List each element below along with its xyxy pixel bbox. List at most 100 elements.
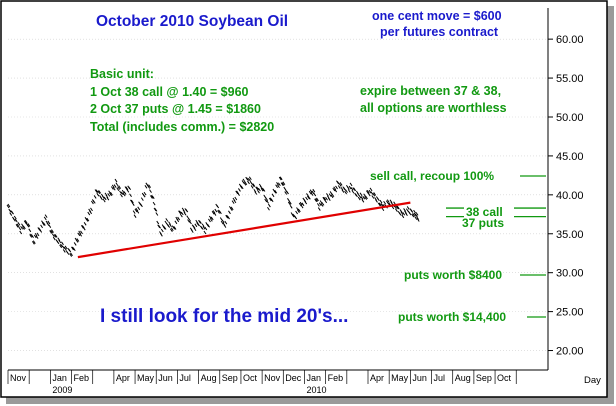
price-bar: [368, 189, 372, 194]
price-bar: [248, 176, 252, 180]
price-bar: [170, 227, 174, 232]
price-bar: [251, 183, 255, 187]
price-bar: [357, 196, 361, 201]
price-bar: [176, 218, 180, 223]
price-bar: [72, 247, 76, 252]
price-bar: [133, 214, 137, 218]
x-month-label: Apr: [116, 373, 130, 383]
price-bar: [240, 185, 244, 190]
price-bar: [287, 201, 291, 206]
price-bar: [120, 193, 123, 198]
price-bar: [79, 233, 83, 237]
price-bar: [13, 215, 17, 220]
x-year-label: 2010: [306, 385, 326, 395]
price-bar: [148, 184, 151, 188]
price-bar: [93, 195, 97, 199]
expire-note-line1: expire between 37 & 38,: [360, 84, 501, 98]
price-bar: [66, 251, 70, 255]
price-bar: [308, 190, 312, 195]
price-bar: [398, 212, 402, 216]
price-bar: [143, 191, 147, 196]
price-bar: [408, 211, 412, 216]
price-bar: [238, 188, 241, 192]
price-bar: [124, 186, 128, 190]
price-bar: [379, 199, 383, 204]
price-bar: [214, 208, 218, 213]
price-bar: [277, 184, 280, 189]
price-bar: [372, 192, 376, 197]
price-bar: [367, 192, 371, 197]
price-bar: [77, 232, 81, 237]
price-bar: [142, 193, 146, 198]
price-bar: [233, 199, 237, 204]
price-bar: [242, 178, 246, 183]
price-bar: [377, 202, 381, 207]
price-bar: [289, 205, 293, 209]
price-bar: [34, 232, 38, 237]
price-bar: [283, 186, 287, 191]
price-bar: [182, 209, 186, 214]
price-bar: [147, 185, 151, 189]
price-bar: [190, 229, 194, 233]
price-bar: [255, 186, 259, 191]
price-bar: [275, 184, 279, 188]
price-bar: [82, 226, 86, 231]
x-axis-day-label: Day: [584, 375, 601, 386]
price-bar: [12, 218, 16, 222]
x-month-label: Jun: [412, 373, 427, 383]
basic-unit-puts: 2 Oct 37 puts @ 1.45 = $1860: [90, 102, 261, 116]
price-bar: [39, 229, 43, 233]
price-bar: [189, 220, 192, 225]
price-bar: [117, 186, 121, 190]
price-bar: [41, 222, 45, 226]
price-bar: [274, 189, 278, 194]
price-bar: [352, 187, 356, 191]
price-bar: [227, 215, 230, 220]
price-bar: [410, 209, 414, 213]
price-bar: [59, 244, 63, 249]
price-bar: [87, 211, 91, 216]
price-bar: [158, 225, 161, 229]
price-bar: [137, 206, 141, 211]
price-bar: [375, 199, 378, 203]
price-bar: [155, 212, 159, 216]
x-year-label: 2009: [52, 385, 72, 395]
x-month-label: Feb: [74, 373, 90, 383]
price-bar: [282, 181, 286, 185]
price-bar: [312, 188, 316, 193]
price-bar: [178, 210, 181, 215]
price-bar: [288, 200, 292, 205]
price-bar: [179, 213, 183, 218]
x-month-label: Jan: [306, 373, 321, 383]
price-bar: [412, 212, 416, 217]
price-bar: [376, 197, 380, 201]
price-bar: [345, 189, 348, 193]
price-bar: [114, 178, 118, 183]
price-bar: [211, 210, 215, 215]
price-bar: [22, 226, 25, 230]
price-bar: [47, 220, 51, 225]
price-bar: [110, 186, 114, 190]
price-bar: [327, 197, 331, 201]
price-bar: [123, 191, 127, 195]
price-bar: [164, 220, 168, 225]
price-bar: [335, 185, 338, 190]
x-month-label: May: [137, 373, 155, 383]
price-bar: [322, 196, 326, 201]
price-bar: [121, 189, 125, 194]
price-bar: [373, 192, 377, 196]
x-month-label: Jun: [158, 373, 173, 383]
price-bar: [225, 214, 229, 219]
price-bar: [132, 210, 136, 214]
price-bar: [120, 191, 124, 196]
y-tick-label: 45.00: [556, 151, 584, 163]
price-bar: [195, 219, 199, 224]
y-tick-label: 50.00: [556, 112, 584, 124]
price-bar: [244, 181, 248, 186]
price-bar: [252, 183, 256, 187]
price-bar: [210, 216, 214, 221]
price-bar: [411, 213, 415, 218]
x-month-label: Aug: [455, 373, 471, 383]
y-tick-label: 60.00: [556, 34, 584, 46]
